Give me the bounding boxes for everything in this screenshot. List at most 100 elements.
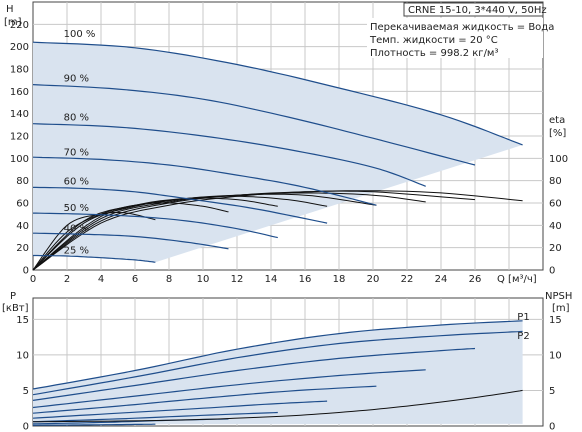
- p-tick-1: 5: [23, 386, 29, 397]
- p-tick-3: 15: [16, 315, 29, 326]
- p-tick-0: 0: [23, 422, 29, 432]
- bottom-plot-frame: [32, 297, 544, 427]
- power-operating-region: [33, 320, 523, 426]
- y-right-title-bottom: NPSH: [545, 291, 572, 302]
- y-left-tick-3: 60: [16, 199, 29, 210]
- power-curve-4: [32, 385, 377, 414]
- x-tick-6: 12: [231, 274, 244, 285]
- fluid-info-line-2: Темп. жидкости = 20 °C: [369, 35, 498, 46]
- speed-label-6: 40 %: [64, 223, 89, 234]
- npsh-tick-2: 10: [549, 350, 562, 361]
- speed-label-4: 60 %: [64, 176, 89, 187]
- power-curve-8: [33, 423, 156, 426]
- y-right-tick-3: 60: [549, 199, 562, 210]
- power-curve-5: [32, 400, 328, 419]
- speed-label-2: 80 %: [64, 113, 89, 124]
- y-left-tick-1: 20: [16, 243, 29, 254]
- x-tick-8: 16: [299, 274, 312, 285]
- head-curves: [32, 41, 523, 263]
- head-curve-0: [32, 41, 523, 146]
- x-tick-12: 24: [435, 274, 448, 285]
- fluid-info-line-1: Перекачиваемая жидкость = Вода: [370, 22, 554, 33]
- y-left-tick-11: 220: [10, 20, 29, 31]
- y-left-tick-8: 160: [10, 87, 29, 98]
- speed-label-7: 25 %: [64, 246, 89, 257]
- speed-label-5: 50 %: [64, 203, 89, 214]
- top-operating-region-fill: [33, 42, 523, 263]
- y-left-tick-0: 0: [23, 266, 29, 277]
- x-tick-11: 22: [401, 274, 414, 285]
- speed-label-0: 100 %: [64, 29, 96, 40]
- eta-curve-6: [32, 202, 229, 271]
- y-left-unit-top: [m]: [4, 17, 22, 28]
- y-right-tick-2: 40: [549, 221, 562, 232]
- power-curve-3: [32, 369, 426, 409]
- npsh-tick-0: 0: [549, 422, 555, 432]
- x-tick-7: 14: [265, 274, 278, 285]
- y-left-unit-bottom: [кВт]: [2, 303, 29, 314]
- operating-region: [33, 42, 523, 263]
- y-left-tick-5: 100: [10, 154, 29, 165]
- title-box: [403, 2, 544, 17]
- y-right-title-top: eta: [549, 115, 565, 126]
- head-curve-6: [33, 232, 229, 250]
- y-right-tick-4: 80: [549, 176, 562, 187]
- y-right-tick-5: 100: [549, 154, 568, 165]
- x-axis-label: Q [м³/ч]: [497, 274, 537, 285]
- x-tick-1: 2: [64, 274, 70, 285]
- top-tick-labels: 0246810121416182022242628020406080100120…: [10, 20, 568, 285]
- power-curve-2: [32, 347, 476, 401]
- efficiency-curves: [32, 190, 523, 271]
- bottom-tick-labels: 0 5 10 15 0 5 10 15: [16, 315, 561, 432]
- y-left-tick-2: 40: [16, 221, 29, 232]
- x-tick-9: 18: [333, 274, 346, 285]
- x-tick-4: 8: [166, 274, 172, 285]
- head-curve-7: [33, 254, 156, 263]
- npsh-tick-1: 5: [549, 386, 555, 397]
- y-right-unit-bottom: [m]: [552, 303, 570, 314]
- x-tick-5: 10: [197, 274, 210, 285]
- bottom-operating-region-fill: [33, 320, 523, 426]
- fluid-info-line-3: Плотность = 998.2 кг/м³: [370, 48, 499, 59]
- speed-label-1: 90 %: [64, 74, 89, 85]
- npsh-tick-3: 15: [549, 315, 562, 326]
- power-npsh-panel: P1 P2 0 5 10 15 0 5 10 15 P [кВт] NPSH [m]: [2, 291, 572, 432]
- x-label-box: [493, 272, 543, 286]
- y-left-tick-4: 80: [16, 176, 29, 187]
- eta-curve-5: [32, 197, 278, 271]
- power-curve-0: [32, 320, 523, 390]
- power-curve-6: [32, 411, 278, 423]
- power-curves: [32, 320, 523, 426]
- y-left-tick-9: 180: [10, 65, 29, 76]
- speed-label-3: 70 %: [64, 147, 89, 158]
- y-left-tick-10: 200: [10, 42, 29, 53]
- x-tick-13: 26: [469, 274, 482, 285]
- npsh-curve-group: [33, 389, 523, 423]
- npsh-curve: [33, 389, 523, 423]
- x-tick-0: 0: [30, 274, 36, 285]
- x-tick-10: 20: [367, 274, 380, 285]
- y-right-unit-top: [%]: [549, 128, 566, 139]
- head-curve-2: [32, 123, 426, 187]
- head-curve-5: [33, 212, 278, 239]
- y-left-tick-6: 120: [10, 132, 29, 143]
- chart-title: CRNE 15-10, 3*440 V, 50Hz: [408, 5, 547, 16]
- speed-labels: 100 % 90 % 80 % 70 % 60 % 50 % 40 % 25 %: [64, 29, 96, 257]
- head-curve-3: [32, 156, 377, 206]
- head-curve-4: [33, 186, 328, 224]
- power-curve-1: [32, 330, 523, 396]
- head-curve-1: [32, 84, 476, 166]
- power-curve-labels: P1 P2: [517, 312, 529, 342]
- y-right-tick-0: 0: [549, 266, 555, 277]
- power-label-0: P1: [517, 312, 529, 323]
- x-tick-2: 4: [98, 274, 104, 285]
- y-left-title-top: H: [6, 4, 14, 15]
- y-left-title-bottom: P: [10, 291, 16, 302]
- x-tick-3: 6: [132, 274, 138, 285]
- y-left-tick-7: 140: [10, 109, 29, 120]
- y-right-tick-1: 20: [549, 243, 562, 254]
- power-label-1: P2: [517, 331, 529, 342]
- fluid-info-box: [367, 18, 543, 58]
